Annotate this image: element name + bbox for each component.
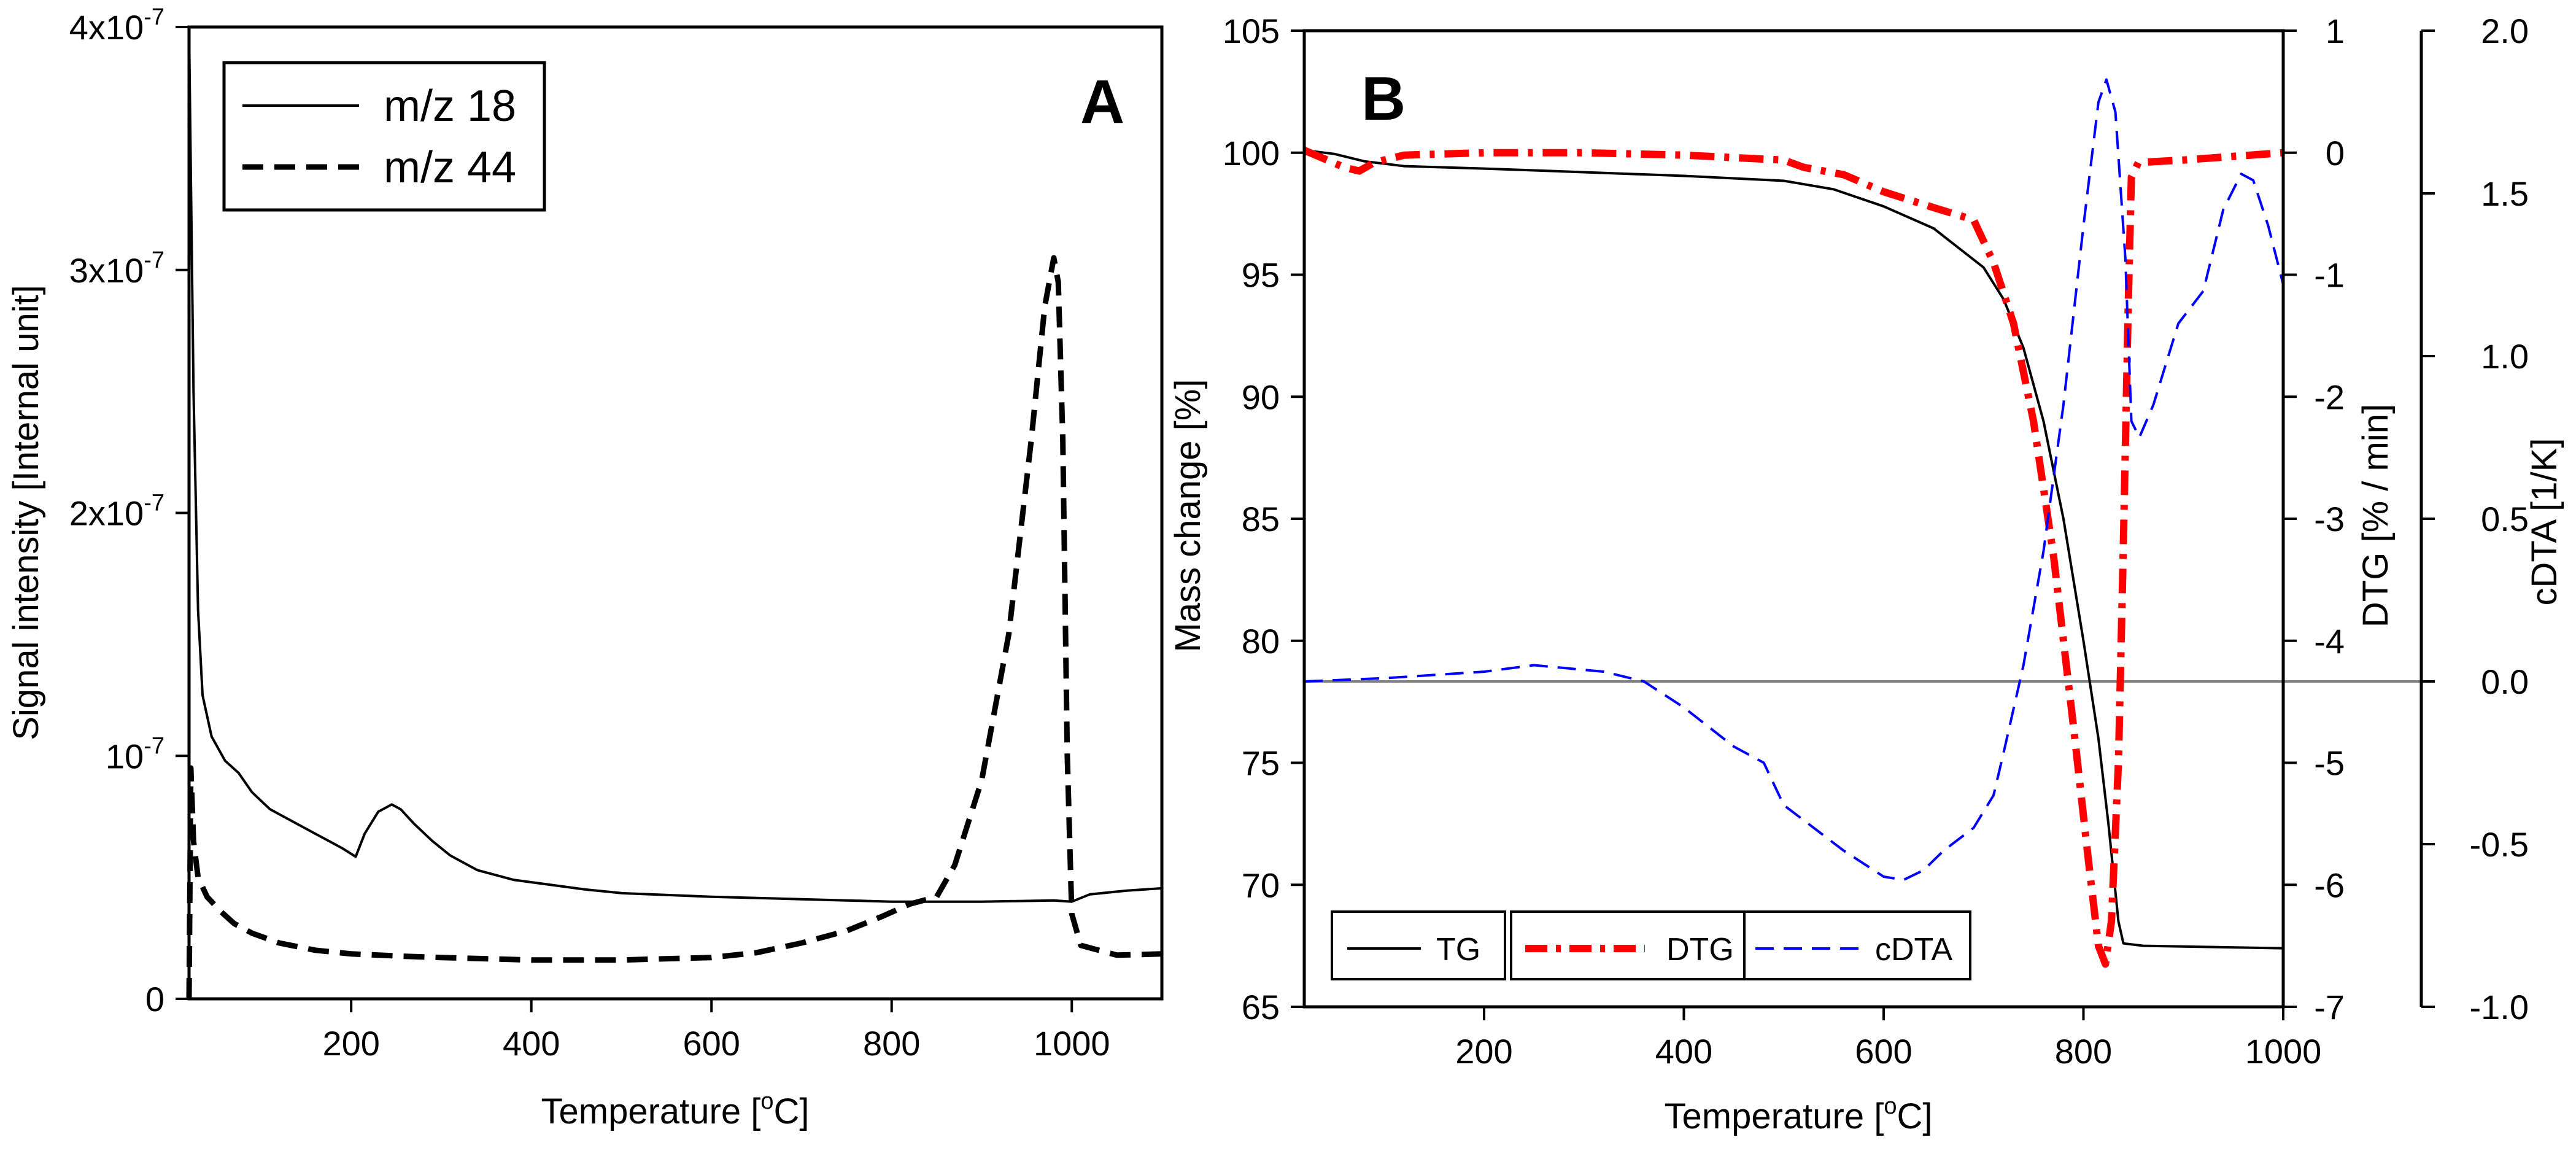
panel-b-xlabel-sup: o bbox=[1884, 1093, 1897, 1119]
dtg-axis-tick-label: -1 bbox=[2314, 256, 2345, 295]
dtg-axis-tick-label: -6 bbox=[2314, 866, 2345, 904]
panel-a-xlabel-end: C] bbox=[773, 1092, 809, 1131]
cdta-axis-tick-label: 0.0 bbox=[2481, 662, 2529, 701]
mass-axis-tick-label: 105 bbox=[1223, 12, 1280, 50]
panel-b-series bbox=[1302, 78, 2284, 968]
panel-a-y-tick-label: 10-7 bbox=[106, 733, 164, 775]
dtg-axis-tick-label: 0 bbox=[2326, 134, 2345, 173]
panel-a-y-tick-label: 0 bbox=[145, 980, 164, 1018]
mass-axis-tick-label: 100 bbox=[1223, 134, 1280, 173]
panel-a-xlabel-sup: o bbox=[760, 1088, 773, 1114]
legend-label-cdta: cDTA bbox=[1875, 932, 1952, 968]
legend-box-cdta bbox=[1717, 910, 1971, 980]
panel-b-y-axis-title: Mass change [%] bbox=[1168, 379, 1208, 653]
mass-axis-tick-label: 75 bbox=[1242, 744, 1280, 783]
panel-a-plot-frame bbox=[187, 25, 1164, 1001]
panel-a-legend: m/z 18 m/z 44 bbox=[222, 61, 546, 212]
panel-a-x-axis-title: Temperature [oC] bbox=[541, 1088, 810, 1131]
panel-b-ticks: 200 400 600 800 1000 65 70 75 80 85 90 95 100 105 -7 -6… bbox=[1223, 12, 2529, 1071]
panel-a-x-tick-label: 800 bbox=[863, 1024, 920, 1063]
panel-a-x-tick-label: 200 bbox=[322, 1024, 379, 1063]
mass-axis-tick-label: 95 bbox=[1242, 256, 1280, 295]
panel-a: 200 400 600 800 1000010-72x10-73x10-74x10-7 … bbox=[6, 4, 1164, 1131]
cdta-axis-tick-label: 1.5 bbox=[2481, 174, 2529, 213]
panel-b-x-tick-label: 600 bbox=[1855, 1032, 1912, 1071]
series-line-m-z-44 bbox=[186, 255, 1162, 999]
series-line-dtg bbox=[1302, 147, 2284, 968]
panel-b-x-tick-label: 200 bbox=[1455, 1032, 1512, 1071]
panel-a-x-tick-label: 600 bbox=[683, 1024, 740, 1063]
panel-b-y2-axis-title: DTG [% / min] bbox=[2356, 404, 2396, 627]
mass-axis-tick-label: 90 bbox=[1242, 378, 1280, 416]
panel-b-legend: TG cDTA DTG bbox=[1331, 910, 1971, 980]
dtg-axis-tick-label: 1 bbox=[2326, 12, 2345, 50]
dtg-axis-tick-label: -4 bbox=[2314, 622, 2345, 661]
panel-a-x-tick-label: 400 bbox=[503, 1024, 560, 1063]
cdta-axis-tick-label: 1.0 bbox=[2481, 337, 2529, 376]
cdta-axis-tick-label: -1.0 bbox=[2470, 988, 2529, 1026]
dtg-axis-tick-label: -2 bbox=[2314, 378, 2345, 416]
mass-axis-tick-label: 80 bbox=[1242, 622, 1280, 661]
series-line-cdta bbox=[1304, 78, 2284, 882]
cdta-axis-tick-label: -0.5 bbox=[2470, 825, 2529, 864]
panel-a-x-tick-label: 1000 bbox=[1034, 1024, 1110, 1063]
dtg-axis-tick-label: -5 bbox=[2314, 744, 2345, 783]
panel-a-ticks: 200 400 600 800 1000 0 10-7 2x10-7 3x10-7 4x10-7 bbox=[69, 4, 1110, 1063]
panel-a-series bbox=[186, 26, 1162, 999]
panel-a-legend-box bbox=[222, 61, 546, 212]
legend-label-dtg: DTG bbox=[1666, 932, 1734, 968]
panel-a-y-tick-label: 3x10-7 bbox=[69, 247, 164, 290]
mass-axis-tick-label: 70 bbox=[1242, 866, 1280, 904]
legend-label-mz18: m/z 18 bbox=[384, 82, 516, 131]
panel-a-y-axis-title: Signal intensity [Internal unit] bbox=[6, 285, 46, 740]
panel-b-xlabel-end: C] bbox=[1897, 1096, 1932, 1136]
panel-b-y3-axis-title: cDTA [1/K] bbox=[2524, 438, 2564, 606]
panel-b-x-tick-label: 800 bbox=[2055, 1032, 2112, 1071]
panel-b-xlabel-main: Temperature [ bbox=[1665, 1096, 1884, 1136]
panel-a-y-tick-label: 2x10-7 bbox=[69, 491, 164, 533]
panel-b-x-axis-title: Temperature [oC] bbox=[1665, 1093, 1933, 1136]
legend-box-tg bbox=[1331, 910, 1506, 980]
legend-label-mz44: m/z 44 bbox=[384, 143, 516, 192]
panel-b: 200 400 600 800 1000 65 70 75 80 85 90 95 100 105 -7 -6… bbox=[1168, 12, 2564, 1136]
panel-a-xlabel-main: Temperature [ bbox=[541, 1092, 761, 1131]
panel-b-letter: B bbox=[1361, 64, 1406, 133]
panel-a-letter: A bbox=[1080, 68, 1124, 136]
cdta-axis-tick-label: 0.5 bbox=[2481, 500, 2529, 538]
dtg-axis-tick-label: -3 bbox=[2314, 500, 2345, 538]
series-line-m-z-18 bbox=[188, 26, 1162, 903]
legend-label-tg: TG bbox=[1436, 932, 1480, 968]
dtg-axis-tick-label: -7 bbox=[2314, 988, 2345, 1026]
panel-b-x-tick-label: 1000 bbox=[2245, 1032, 2322, 1071]
cdta-axis-tick-label: 2.0 bbox=[2481, 12, 2529, 50]
panel-b-x-tick-label: 400 bbox=[1655, 1032, 1712, 1071]
panel-b-plot-frame bbox=[1302, 29, 2285, 1009]
series-line-tg bbox=[1304, 149, 2284, 950]
panel-a-y-tick-label: 4x10-7 bbox=[69, 4, 164, 47]
mass-axis-tick-label: 85 bbox=[1242, 500, 1280, 538]
mass-axis-tick-label: 65 bbox=[1242, 988, 1280, 1026]
